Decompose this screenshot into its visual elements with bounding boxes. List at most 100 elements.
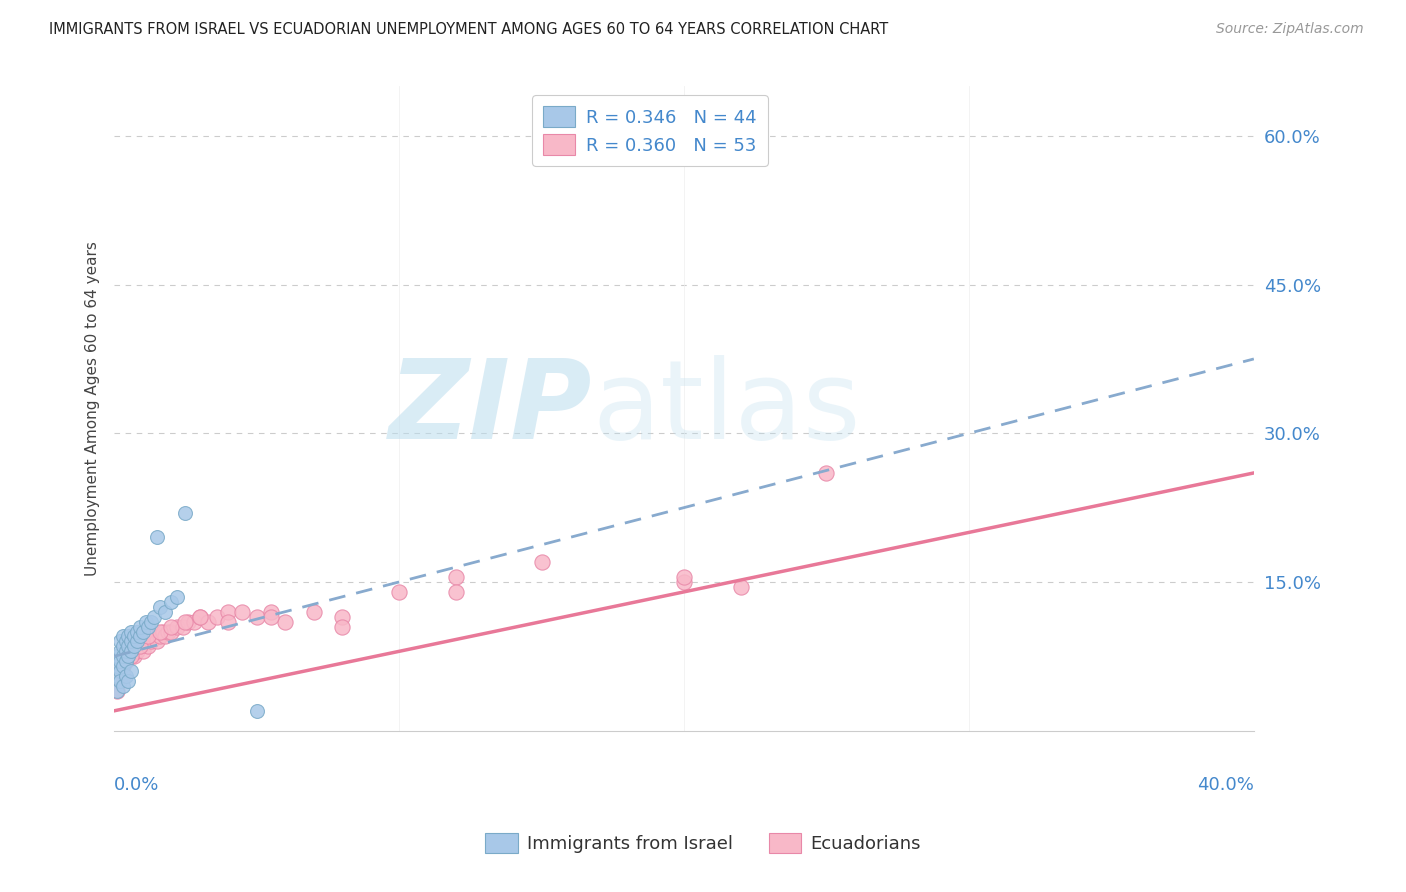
- Point: [128, 640, 150, 654]
- Point: [105, 649, 128, 664]
- Point: [117, 649, 139, 664]
- Point: [105, 669, 128, 683]
- Point: [530, 555, 553, 569]
- Point: [120, 644, 142, 658]
- Point: [141, 615, 163, 629]
- Point: [141, 634, 163, 648]
- Point: [108, 654, 131, 668]
- Point: [174, 506, 197, 520]
- Point: [108, 644, 131, 658]
- Legend: Immigrants from Israel, Ecuadorians: Immigrants from Israel, Ecuadorians: [478, 825, 928, 861]
- Point: [330, 619, 353, 633]
- Text: IMMIGRANTS FROM ISRAEL VS ECUADORIAN UNEMPLOYMENT AMONG AGES 60 TO 64 YEARS CORR: IMMIGRANTS FROM ISRAEL VS ECUADORIAN UNE…: [49, 22, 889, 37]
- Point: [157, 624, 180, 639]
- Point: [160, 619, 183, 633]
- Point: [149, 624, 172, 639]
- Point: [188, 609, 211, 624]
- Point: [105, 684, 128, 698]
- Point: [160, 624, 183, 639]
- Point: [111, 630, 134, 644]
- Point: [128, 630, 150, 644]
- Point: [120, 644, 142, 658]
- Point: [111, 659, 134, 673]
- Point: [108, 634, 131, 648]
- Point: [125, 624, 148, 639]
- Point: [197, 615, 219, 629]
- Point: [117, 640, 139, 654]
- Point: [166, 590, 188, 604]
- Point: [138, 630, 160, 644]
- Point: [111, 649, 134, 664]
- Point: [330, 609, 353, 624]
- Point: [444, 570, 467, 584]
- Point: [128, 619, 150, 633]
- Point: [246, 609, 269, 624]
- Point: [146, 530, 169, 544]
- Point: [125, 644, 148, 658]
- Point: [188, 609, 211, 624]
- Point: [444, 585, 467, 599]
- Point: [108, 664, 131, 678]
- Point: [120, 634, 142, 648]
- Point: [128, 640, 150, 654]
- Point: [138, 640, 160, 654]
- Point: [120, 664, 142, 678]
- Point: [143, 609, 166, 624]
- Point: [122, 630, 145, 644]
- Point: [143, 630, 166, 644]
- Point: [673, 570, 696, 584]
- Point: [260, 609, 283, 624]
- Text: ZIP: ZIP: [389, 355, 593, 462]
- Point: [122, 649, 145, 664]
- Y-axis label: Unemployment Among Ages 60 to 64 years: Unemployment Among Ages 60 to 64 years: [86, 241, 100, 576]
- Point: [152, 624, 174, 639]
- Point: [138, 619, 160, 633]
- Point: [183, 615, 205, 629]
- Point: [260, 605, 283, 619]
- Point: [135, 615, 157, 629]
- Point: [155, 630, 177, 644]
- Point: [114, 654, 136, 668]
- Point: [131, 624, 153, 639]
- Point: [117, 674, 139, 689]
- Point: [114, 634, 136, 648]
- Point: [135, 634, 157, 648]
- Point: [105, 659, 128, 673]
- Text: 40.0%: 40.0%: [1197, 776, 1254, 794]
- Point: [274, 615, 297, 629]
- Point: [146, 634, 169, 648]
- Point: [166, 619, 188, 633]
- Point: [149, 630, 172, 644]
- Point: [246, 704, 269, 718]
- Point: [117, 630, 139, 644]
- Point: [131, 644, 153, 658]
- Text: atlas: atlas: [593, 355, 862, 462]
- Point: [217, 615, 239, 629]
- Point: [120, 624, 142, 639]
- Point: [730, 580, 752, 594]
- Point: [111, 659, 134, 673]
- Point: [149, 599, 172, 614]
- Point: [174, 615, 197, 629]
- Point: [120, 649, 142, 664]
- Point: [815, 466, 838, 480]
- Point: [177, 615, 200, 629]
- Point: [155, 605, 177, 619]
- Point: [160, 595, 183, 609]
- Point: [302, 605, 325, 619]
- Point: [205, 609, 228, 624]
- Text: 0.0%: 0.0%: [114, 776, 159, 794]
- Point: [108, 664, 131, 678]
- Point: [122, 640, 145, 654]
- Point: [673, 574, 696, 589]
- Point: [114, 669, 136, 683]
- Point: [108, 674, 131, 689]
- Point: [217, 605, 239, 619]
- Point: [231, 605, 253, 619]
- Point: [111, 669, 134, 683]
- Point: [111, 679, 134, 693]
- Point: [117, 649, 139, 664]
- Point: [125, 634, 148, 648]
- Point: [111, 640, 134, 654]
- Legend: R = 0.346   N = 44, R = 0.360   N = 53: R = 0.346 N = 44, R = 0.360 N = 53: [531, 95, 768, 166]
